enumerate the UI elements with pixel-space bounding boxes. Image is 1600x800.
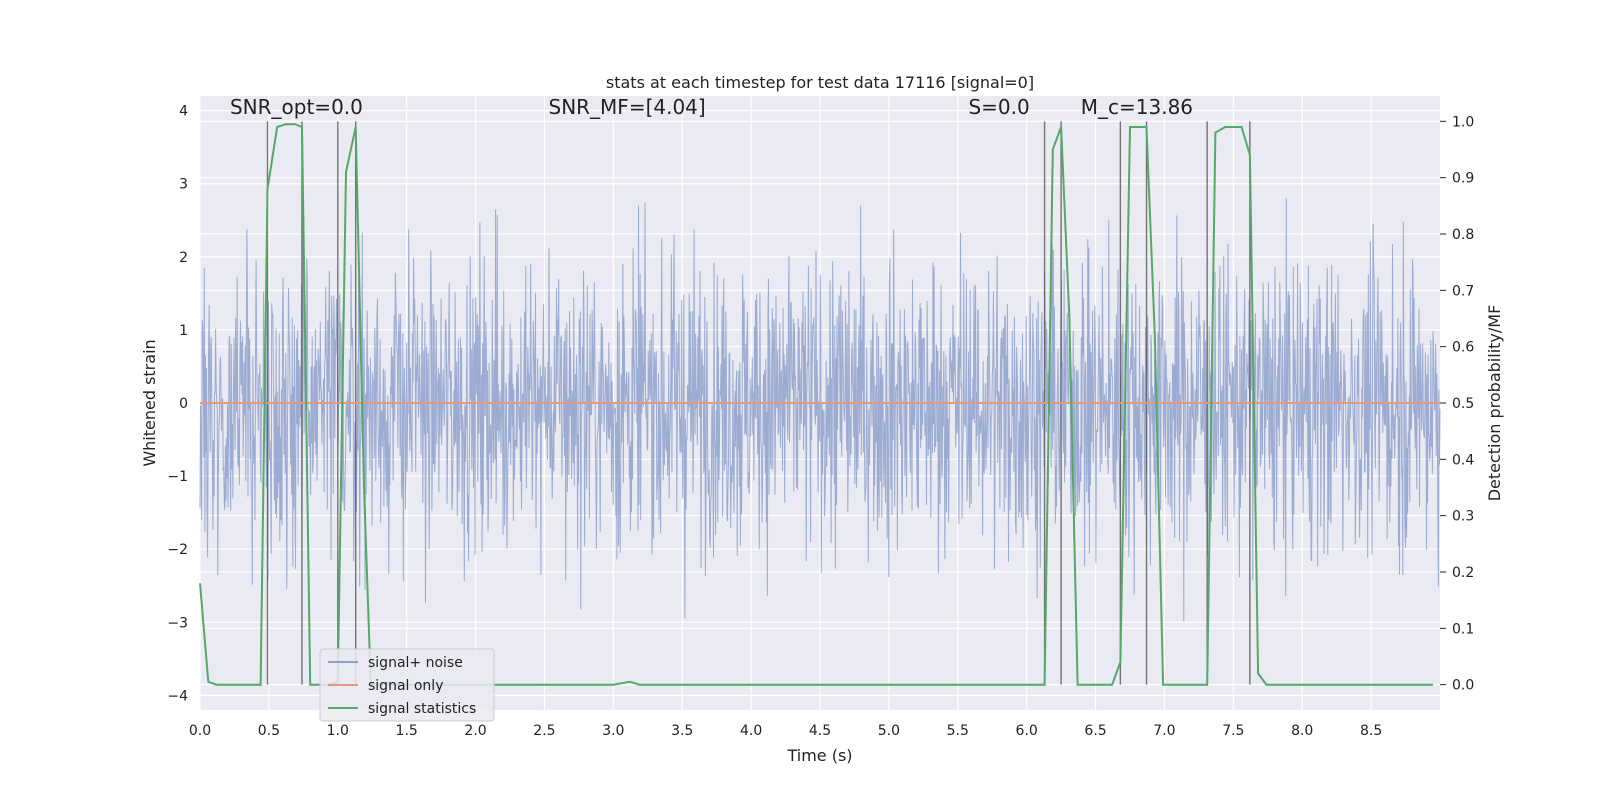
y2-tick-label: 0.5 [1452, 396, 1474, 412]
y-tick-label: 1 [179, 323, 188, 339]
y-tick-label: −4 [167, 688, 188, 704]
y-axis-left: −4 −3 −2 −1 0 1 2 3 4 [167, 104, 188, 705]
y-axis-label: Whitened strain [140, 339, 159, 466]
y2-tick-label: 0.2 [1452, 565, 1474, 581]
y2-tick-label: 0.1 [1452, 621, 1474, 637]
y2-tick-label: 0.7 [1452, 283, 1474, 299]
y2-tick-label: 0.6 [1452, 340, 1474, 356]
y-tick-label: −2 [167, 542, 188, 558]
annotation: SNR_opt=0.0 [230, 95, 363, 119]
y2-tick-label: 1.0 [1452, 114, 1474, 130]
x-tick-label: 8.5 [1360, 723, 1382, 739]
x-tick-label: 8.0 [1291, 723, 1313, 739]
y-tick-label: 2 [179, 250, 188, 266]
annotation: SNR_MF=[4.04] [549, 95, 706, 119]
x-axis: 0.0 0.5 1.0 1.5 2.0 2.5 3.0 3.5 4.0 4.5 5.0 5.5 6.0 6… [189, 723, 1382, 739]
y2-axis-label: Detection probability/MF [1485, 305, 1504, 502]
annotation: S=0.0 [968, 95, 1029, 119]
chart-title: stats at each timestep for test data 171… [606, 73, 1034, 92]
y-tick-label: 0 [179, 396, 188, 412]
series-signal-statistics [199, 123, 1434, 686]
y-tick-label: 4 [179, 104, 188, 120]
legend-label: signal statistics [368, 701, 476, 717]
x-tick-label: 0.0 [189, 723, 211, 739]
x-tick-label: 5.0 [878, 723, 900, 739]
annotations: SNR_opt=0.0 SNR_MF=[4.04] S=0.0 M_c=13.86 [230, 95, 1193, 119]
y-tick-label: 3 [179, 177, 188, 193]
y2-tick-label: 0.8 [1452, 227, 1474, 243]
legend-box [319, 648, 495, 722]
x-axis-label: Time (s) [786, 746, 852, 765]
y-axis-right: 0.0 0.1 0.2 0.3 0.4 0.5 0.6 0.7 0.8 0.9 1.0 [1440, 114, 1474, 694]
annotation: M_c=13.86 [1081, 95, 1193, 119]
line-series [199, 123, 1440, 686]
x-tick-label: 3.5 [671, 723, 693, 739]
x-tick-label: 7.5 [1222, 723, 1244, 739]
y2-tick-label: 0.4 [1452, 452, 1474, 468]
x-tick-label: 3.0 [602, 723, 624, 739]
x-tick-label: 5.5 [947, 723, 969, 739]
x-tick-label: 0.5 [258, 723, 280, 739]
legend-label: signal+ noise [368, 655, 463, 671]
x-tick-label: 4.5 [809, 723, 831, 739]
y-tick-label: −1 [167, 469, 188, 485]
y2-tick-label: 0.9 [1452, 171, 1474, 187]
y-tick-label: −3 [167, 615, 188, 631]
legend-label: signal only [368, 678, 443, 694]
noise-series [199, 198, 1441, 622]
series-signal-noise [199, 198, 1441, 622]
x-tick-label: 2.5 [533, 723, 555, 739]
x-tick-label: 1.0 [327, 723, 349, 739]
x-tick-label: 6.5 [1084, 723, 1106, 739]
x-tick-label: 4.0 [740, 723, 762, 739]
x-tick-label: 1.5 [396, 723, 418, 739]
y2-tick-label: 0.0 [1452, 678, 1474, 694]
x-tick-label: 6.0 [1016, 723, 1038, 739]
y2-tick-label: 0.3 [1452, 509, 1474, 525]
x-tick-label: 2.0 [464, 723, 486, 739]
x-tick-label: 7.0 [1153, 723, 1175, 739]
legend: signal+ noise signal only signal statistic… [319, 648, 495, 722]
